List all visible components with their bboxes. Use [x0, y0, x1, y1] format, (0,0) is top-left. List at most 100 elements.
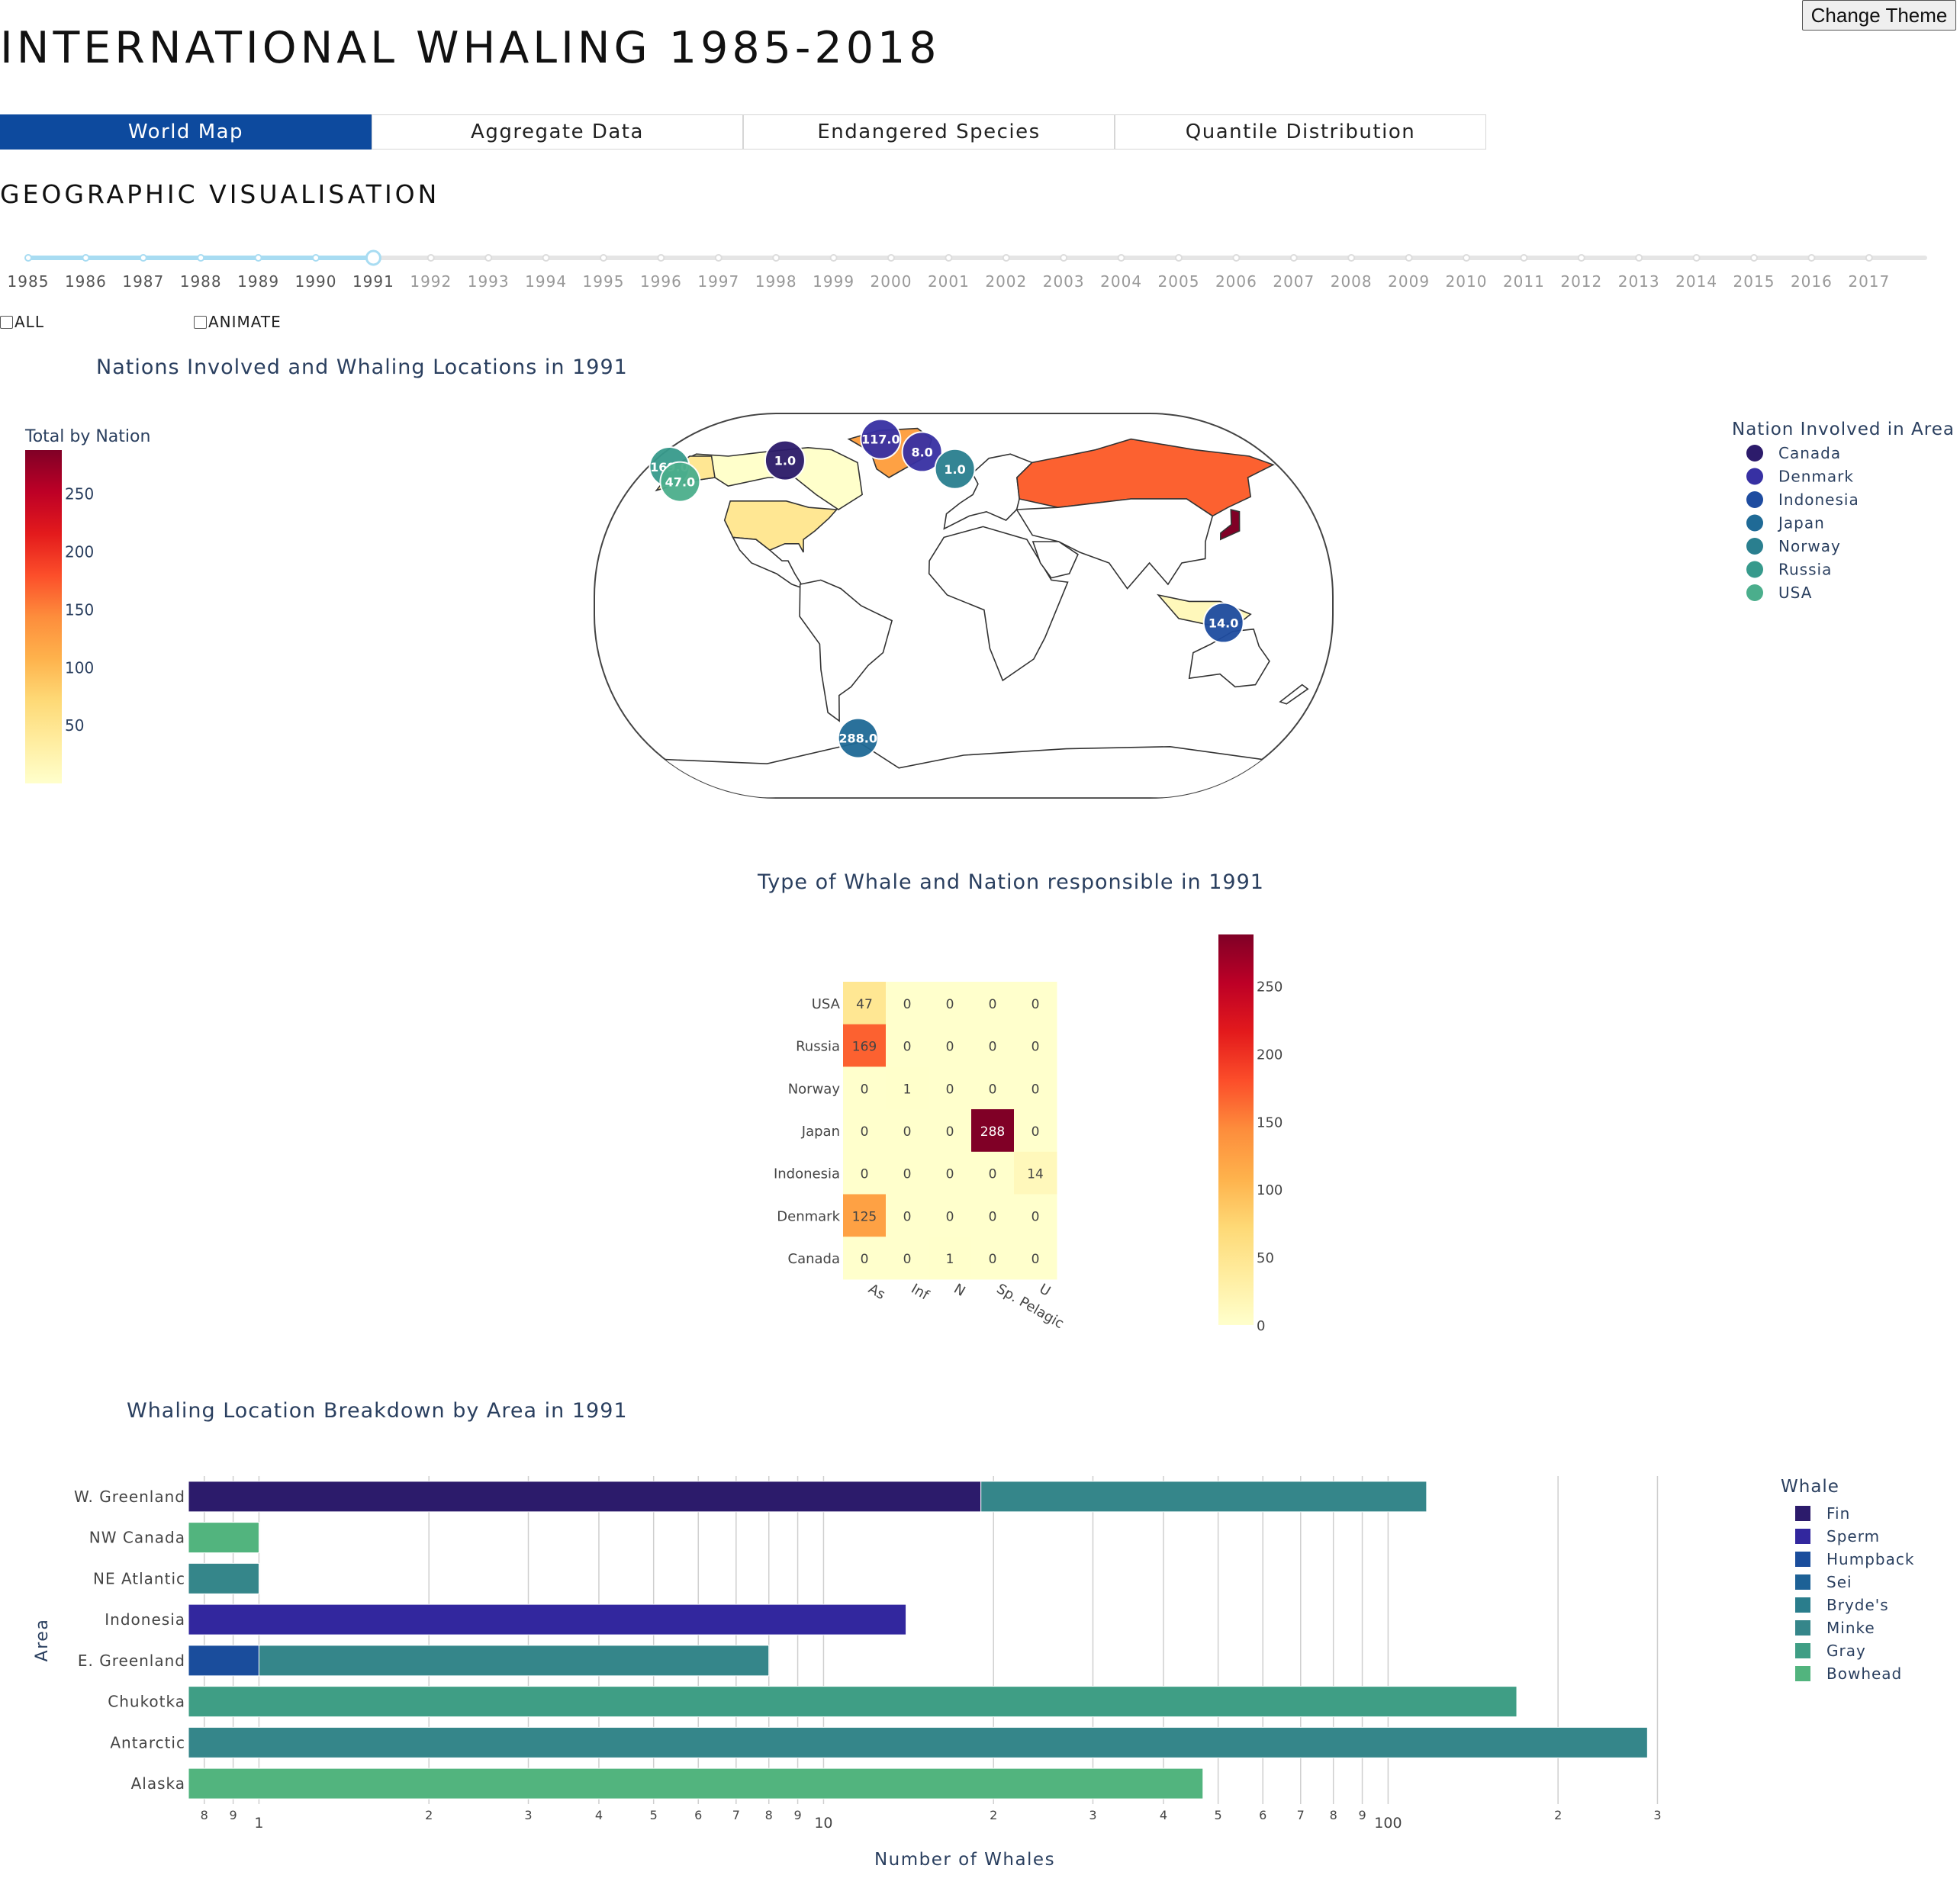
- slider-year-label[interactable]: 2009: [1388, 272, 1430, 291]
- map-marker-label: 117.0: [861, 433, 900, 447]
- slider-year-label[interactable]: 1995: [583, 272, 625, 291]
- slider-year-label[interactable]: 2012: [1560, 272, 1602, 291]
- slider-year-label[interactable]: 1996: [640, 272, 682, 291]
- heatmap-cell-label: 0: [903, 1252, 912, 1267]
- map-marker[interactable]: 1.0: [934, 448, 976, 490]
- slider-year-label[interactable]: 2010: [1446, 272, 1488, 291]
- slider-year-label[interactable]: 2000: [871, 272, 912, 291]
- bar-legend-item[interactable]: Sperm: [1795, 1527, 1880, 1545]
- tab-quantile-distribution[interactable]: Quantile Distribution: [1115, 114, 1486, 150]
- heatmap-cell: [886, 1194, 929, 1237]
- animate-checkbox[interactable]: [194, 315, 207, 329]
- all-toggle[interactable]: ALL: [0, 313, 44, 331]
- slider-year-label[interactable]: 2008: [1331, 272, 1373, 291]
- bar-legend-item[interactable]: Humpback: [1795, 1550, 1914, 1568]
- map-legend-item[interactable]: Indonesia: [1746, 490, 1859, 509]
- bar-legend-item[interactable]: Minke: [1795, 1619, 1875, 1637]
- year-slider[interactable]: 1985 1986 1987 1988 1989 1990 1991 1992 1993 1994…: [0, 244, 1960, 298]
- slider-year-label[interactable]: 2004: [1100, 272, 1142, 291]
- slider-year-label[interactable]: 2016: [1791, 272, 1833, 291]
- bar-legend-item[interactable]: Gray: [1795, 1642, 1866, 1660]
- map-legend-item[interactable]: Russia: [1746, 561, 1832, 579]
- heatmap-cell: [886, 1151, 929, 1195]
- slider-dot: [1577, 254, 1585, 262]
- bar-legend-item[interactable]: Sei: [1795, 1573, 1852, 1591]
- bar-y-label: Indonesia: [105, 1610, 185, 1629]
- heatmap-cell-label: 0: [1031, 1252, 1040, 1267]
- slider-year-label[interactable]: 1997: [697, 272, 739, 291]
- slider-year-label[interactable]: 1998: [755, 272, 797, 291]
- area-bar-chart[interactable]: 8 9 1 2 3 4 5 6 7 8 9 10 2 3 4 5 6 7 8 9 100 2 3 W. Greenland NW…: [0, 1453, 1960, 1869]
- slider-year-label[interactable]: 2001: [928, 272, 970, 291]
- slider-year-label[interactable]: 2003: [1043, 272, 1085, 291]
- bar-legend-item[interactable]: Bryde's: [1795, 1596, 1889, 1614]
- map-legend-item[interactable]: Canada: [1746, 444, 1841, 462]
- tab-endangered-species[interactable]: Endangered Species: [743, 114, 1115, 150]
- heatmap-cell-label: 0: [946, 1209, 954, 1224]
- bar-segment[interactable]: [188, 1562, 259, 1594]
- world-map-chart[interactable]: Total by Nation50100150200250169.047.01.…: [0, 404, 1960, 809]
- map-marker[interactable]: 117.0: [860, 418, 902, 460]
- map-marker[interactable]: 1.0: [764, 439, 806, 481]
- slider-year-label[interactable]: 2002: [985, 272, 1027, 291]
- map-marker[interactable]: 8.0: [901, 431, 943, 473]
- all-label: ALL: [14, 313, 44, 331]
- slider-dot: [945, 254, 953, 262]
- slider-handle[interactable]: [365, 249, 381, 266]
- bar-segment[interactable]: [188, 1603, 907, 1636]
- slider-year-label[interactable]: 2005: [1158, 272, 1200, 291]
- map-legend-item[interactable]: Denmark: [1746, 468, 1854, 486]
- map-marker[interactable]: 14.0: [1202, 602, 1244, 644]
- heatmap-cell: [971, 1109, 1015, 1153]
- slider-year-label[interactable]: 1987: [122, 272, 164, 291]
- map-marker[interactable]: 288.0: [837, 717, 879, 759]
- section-title: GEOGRAPHIC VISUALISATION: [0, 179, 440, 209]
- slider-year-label[interactable]: 2006: [1215, 272, 1257, 291]
- bar-segment[interactable]: [188, 1481, 982, 1513]
- slider-year-label[interactable]: 1985: [8, 272, 50, 291]
- map-legend-item[interactable]: Japan: [1746, 514, 1825, 532]
- bar-legend-label: Gray: [1826, 1642, 1866, 1660]
- heatmap-cell: [886, 982, 929, 1025]
- slider-year-label[interactable]: 1992: [410, 272, 452, 291]
- bar-segment[interactable]: [188, 1767, 1204, 1800]
- bar-legend-item[interactable]: Bowhead: [1795, 1664, 1902, 1683]
- bar-segment[interactable]: [258, 1645, 770, 1677]
- slider-year-label[interactable]: 2011: [1503, 272, 1545, 291]
- slider-year-label[interactable]: 2017: [1848, 272, 1890, 291]
- animate-toggle[interactable]: ANIMATE: [194, 313, 282, 331]
- slider-year-label[interactable]: 1991: [352, 272, 394, 291]
- bar-segment[interactable]: [980, 1481, 1427, 1513]
- bar-legend-swatch: [1795, 1529, 1810, 1544]
- bar-legend-label: Sperm: [1826, 1527, 1880, 1545]
- map-legend-item[interactable]: USA: [1746, 584, 1812, 602]
- tab-aggregate-data[interactable]: Aggregate Data: [372, 114, 743, 150]
- map-legend-item[interactable]: Norway: [1746, 537, 1841, 555]
- map-marker[interactable]: 47.0: [659, 461, 701, 503]
- heatmap-cell-label: 0: [903, 1167, 912, 1182]
- slider-year-label[interactable]: 1989: [237, 272, 279, 291]
- slider-year-label[interactable]: 2007: [1273, 272, 1315, 291]
- heatmap-cell-label: 0: [903, 1209, 912, 1224]
- bar-segment[interactable]: [188, 1686, 1517, 1718]
- tab-world-map[interactable]: World Map: [0, 114, 372, 150]
- bar-legend-item[interactable]: Fin: [1795, 1504, 1850, 1523]
- slider-year-label[interactable]: 2015: [1733, 272, 1775, 291]
- slider-year-label[interactable]: 2014: [1675, 272, 1717, 291]
- all-checkbox[interactable]: [0, 315, 13, 329]
- map-legend-swatch: [1746, 468, 1763, 485]
- slider-year-label[interactable]: 1988: [180, 272, 222, 291]
- bar-segment[interactable]: [188, 1726, 1648, 1758]
- heatmap-cell-label: 0: [989, 1252, 997, 1267]
- slider-year-label[interactable]: 1994: [525, 272, 567, 291]
- bar-segment[interactable]: [188, 1645, 259, 1677]
- bar-legend-label: Bryde's: [1826, 1596, 1889, 1614]
- slider-year-label[interactable]: 1990: [295, 272, 337, 291]
- slider-year-label[interactable]: 2013: [1618, 272, 1660, 291]
- bar-segment[interactable]: [188, 1522, 259, 1554]
- change-theme-button[interactable]: Change Theme: [1802, 0, 1956, 31]
- slider-year-label[interactable]: 1999: [813, 272, 854, 291]
- slider-year-label[interactable]: 1986: [65, 272, 107, 291]
- slider-year-label[interactable]: 1993: [468, 272, 510, 291]
